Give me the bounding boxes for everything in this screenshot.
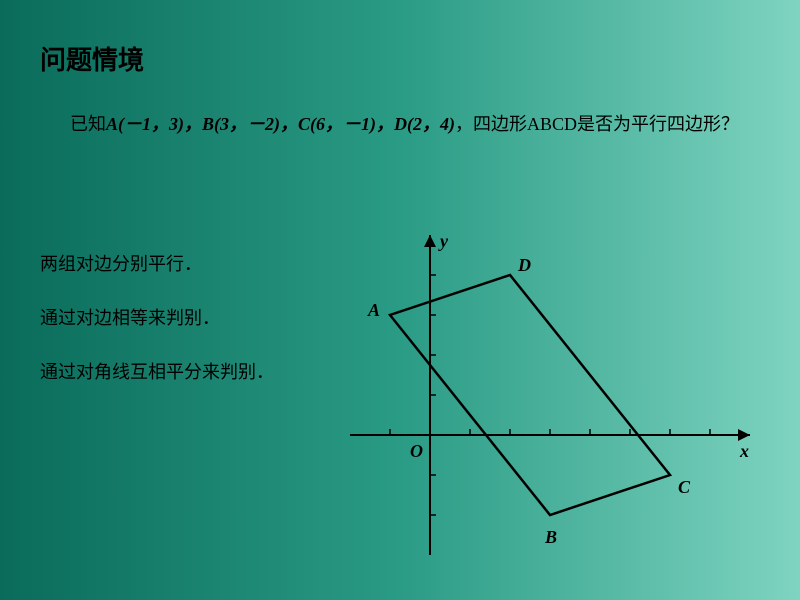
problem-points: A(－1，3)，B(3，－2)，C(6，－1)，D(2，4) <box>106 114 455 134</box>
problem-question: ，四边形ABCD是否为平行四边形？ <box>455 114 739 134</box>
section-title: 问题情境 <box>40 40 144 77</box>
method-3: 通过对角线互相平分来判别． <box>40 358 320 384</box>
chart-svg <box>320 175 760 575</box>
method-2: 通过对边相等来判别． <box>40 304 320 330</box>
origin-label: O <box>410 441 423 462</box>
x-axis-label: x <box>740 441 749 462</box>
problem-statement: 已知A(－1，3)，B(3，－2)，C(6，－1)，D(2，4)，四边形ABCD… <box>30 110 770 139</box>
coordinate-chart: y x O A B C D <box>320 175 760 575</box>
y-axis-label: y <box>440 231 448 252</box>
point-label-D: D <box>518 255 531 276</box>
point-label-C: C <box>678 477 690 498</box>
problem-prefix: 已知 <box>70 114 106 134</box>
point-label-B: B <box>545 527 557 548</box>
point-label-A: A <box>368 300 380 321</box>
methods-list: 两组对边分别平行． 通过对边相等来判别． 通过对角线互相平分来判别． <box>40 250 320 412</box>
method-1: 两组对边分别平行． <box>40 250 320 276</box>
